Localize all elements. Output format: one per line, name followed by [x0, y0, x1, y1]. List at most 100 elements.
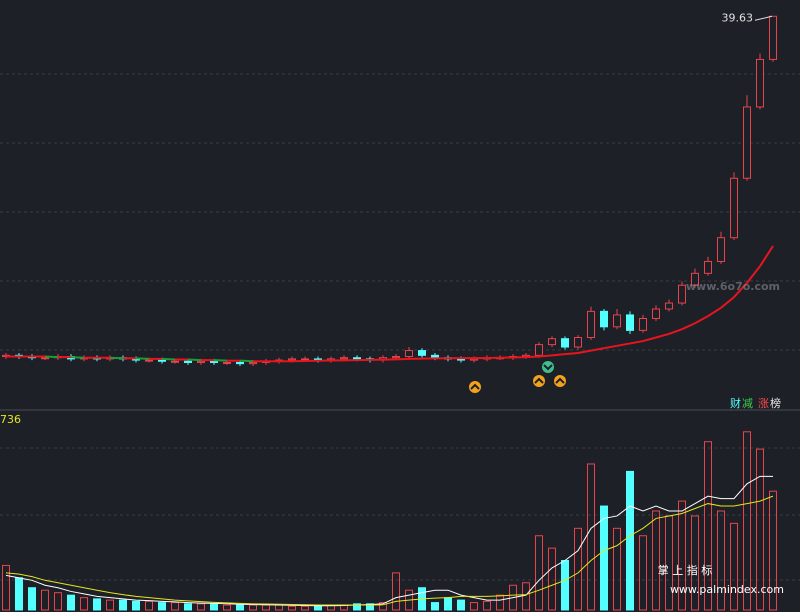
ma-line	[603, 344, 618, 350]
signal-icons	[469, 361, 566, 393]
volume-bar	[353, 603, 361, 611]
volume-bar	[483, 600, 491, 611]
tag: 减	[742, 397, 753, 410]
volume-bar	[444, 597, 452, 611]
volume-bar	[80, 597, 88, 611]
tag: 榜	[770, 396, 781, 410]
volume-bar	[392, 572, 400, 611]
volume-bar	[93, 598, 101, 611]
volume-bar	[158, 602, 166, 611]
candle-body	[587, 310, 595, 339]
ma-line	[551, 353, 566, 357]
volume-bar	[197, 603, 205, 611]
candle-body	[600, 310, 608, 328]
volume-bar	[366, 603, 374, 611]
candle-body	[184, 360, 192, 363]
volume-bar	[41, 589, 49, 611]
volume-label: 736	[0, 413, 21, 426]
ma-line	[642, 336, 657, 343]
ma-line	[629, 340, 644, 345]
volume-bar	[288, 605, 296, 611]
high-label: 39.63	[722, 11, 754, 24]
candle-body	[639, 317, 647, 331]
volume-bar	[587, 463, 595, 611]
candle-body	[223, 361, 231, 364]
candle-body	[392, 356, 400, 359]
volume-bar	[613, 527, 621, 611]
watermark: www.6o7o.com	[686, 280, 780, 293]
watermark: 掌 上 指 标	[658, 563, 713, 577]
tag: 涨	[758, 397, 769, 410]
volume-ma-line	[5, 495, 774, 606]
buy-icon-arrow	[470, 383, 480, 390]
volume-bar	[15, 577, 23, 611]
volume-bar	[769, 490, 777, 611]
candle-body	[405, 350, 413, 358]
candle-body	[340, 357, 348, 360]
high-pointer	[754, 15, 773, 21]
candle-body	[574, 337, 582, 348]
candle-body	[197, 360, 205, 363]
volume-bar	[145, 600, 153, 611]
ma-line	[239, 359, 254, 363]
candle-body	[769, 15, 777, 60]
volume-bar	[535, 535, 543, 611]
volume-bar	[223, 604, 231, 611]
volume-bar	[28, 587, 36, 611]
candle-body	[730, 177, 738, 239]
buy-icon	[533, 375, 545, 387]
ma-line	[733, 282, 748, 298]
ma-line	[564, 351, 579, 356]
ma-line	[44, 355, 59, 359]
ma-line	[655, 332, 670, 339]
volume-bar	[132, 600, 140, 611]
ma-line	[694, 315, 709, 325]
candle-body	[704, 260, 712, 274]
volume-bar	[652, 510, 660, 611]
volume-bar	[678, 500, 686, 611]
candle-body	[431, 354, 439, 359]
ma-line	[577, 349, 592, 354]
candle-body	[418, 350, 426, 356]
volume-bar	[548, 547, 556, 611]
candle-body	[717, 237, 725, 262]
ma-line	[538, 354, 553, 358]
ma-line	[187, 358, 202, 362]
volume-bar	[561, 560, 569, 611]
volume-ma-line	[5, 475, 773, 607]
volume-bar	[522, 582, 530, 611]
volume-bar	[2, 564, 10, 611]
ma-line	[525, 355, 540, 359]
candle-body	[756, 58, 764, 108]
volume-bar	[171, 602, 179, 611]
candle-body	[626, 314, 634, 331]
volume-bar	[743, 431, 751, 611]
watermark: www.palmindex.com	[670, 583, 784, 596]
candle-body	[158, 359, 166, 362]
volume-bar	[210, 603, 218, 611]
sell-icon-arrow	[543, 364, 553, 371]
ma-line	[213, 359, 228, 362]
ma-line	[135, 357, 150, 360]
candle-body	[301, 358, 309, 361]
volume-bar	[691, 515, 699, 611]
ma-line	[746, 265, 761, 284]
volume-bar	[457, 599, 465, 611]
volume-bar	[431, 602, 439, 611]
volume-bar	[106, 599, 114, 611]
volume-bar	[600, 505, 608, 611]
sell-icon	[542, 361, 554, 373]
buy-icon-arrow	[555, 377, 565, 384]
ma-line	[70, 356, 85, 359]
candle-body	[353, 357, 361, 360]
volume-bar	[626, 470, 634, 611]
candle-body	[652, 308, 660, 319]
buy-icon-arrow	[534, 377, 544, 384]
candle-body	[613, 314, 621, 328]
candle-body	[288, 358, 296, 361]
candle-body	[665, 302, 673, 310]
buy-icon	[469, 381, 481, 393]
candle-body	[561, 338, 569, 348]
